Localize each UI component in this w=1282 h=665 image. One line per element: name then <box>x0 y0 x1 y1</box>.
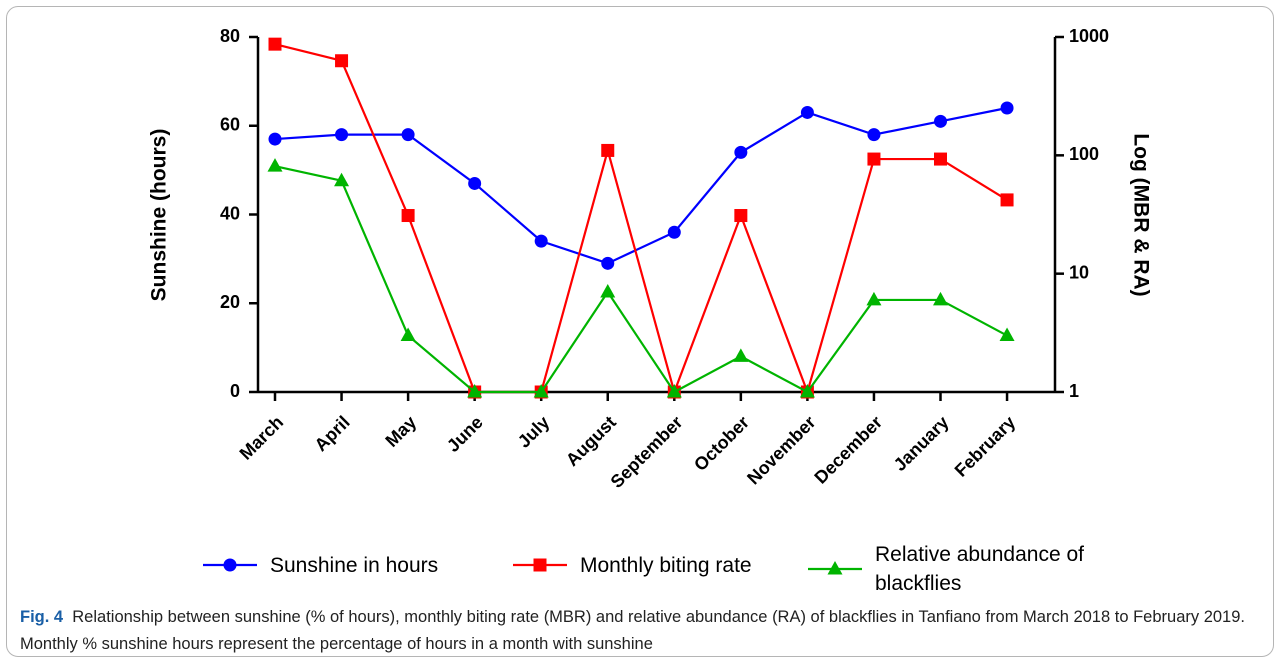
caption-label: Fig. 4 <box>20 608 64 626</box>
data-point <box>334 172 350 187</box>
data-point <box>734 145 748 159</box>
data-point <box>999 327 1015 342</box>
data-point <box>268 132 282 146</box>
x-tick-label: November <box>743 412 819 488</box>
y2-tick-label: 1 <box>1069 381 1079 401</box>
x-tick-label: August <box>562 412 620 470</box>
data-point <box>666 384 682 398</box>
legend-marker <box>223 558 237 572</box>
legend-swatch <box>808 561 862 575</box>
legend-label: Relative abundance of blackflies <box>875 543 1084 595</box>
legend-label: Sunshine in hours <box>270 553 439 577</box>
series-line <box>274 106 1008 265</box>
data-point <box>1000 101 1014 115</box>
data-point <box>867 128 881 142</box>
data-point <box>734 209 748 223</box>
chart: Sunshine (hours) Log (MBR & RA) 0 20 40 60 8… <box>148 26 1153 492</box>
data-point <box>268 37 282 51</box>
data-point <box>800 105 814 119</box>
legend-item: Monthly biting rate <box>510 550 752 580</box>
data-point <box>401 209 415 223</box>
x-tick-label: February <box>951 412 1020 481</box>
x-tick-label: March <box>236 412 288 464</box>
data-point <box>933 291 948 306</box>
data-point <box>335 128 349 142</box>
data-point <box>401 128 415 142</box>
data-point <box>400 327 416 342</box>
data-point <box>468 176 482 190</box>
data-point <box>1000 193 1014 207</box>
data-point <box>934 114 947 128</box>
data-point <box>733 348 749 362</box>
y-tick-label: 0 <box>230 381 240 401</box>
x-tick-label: April <box>311 412 354 455</box>
data-point <box>601 256 615 270</box>
data-point <box>600 283 616 298</box>
y2-tick-label: 10 <box>1069 262 1089 282</box>
y-tick-label: 80 <box>220 26 240 46</box>
x-tick-label: October <box>690 412 753 475</box>
x-tick-label: May <box>381 412 420 451</box>
legend-item: Sunshine in hours <box>200 550 438 580</box>
legend-swatch <box>513 558 567 572</box>
y-tick-label: 40 <box>220 203 240 223</box>
legend-marker <box>827 561 843 575</box>
y-axis-title: Sunshine (hours) <box>148 129 171 302</box>
y2-tick-label: 1000 <box>1069 26 1109 46</box>
x-tick-label: September <box>607 412 687 492</box>
data-point <box>866 291 882 306</box>
data-point <box>867 152 881 166</box>
data-point <box>534 234 548 248</box>
x-tick-label: July <box>514 412 554 452</box>
legend-label: Monthly biting rate <box>580 553 752 577</box>
data-point <box>335 54 349 68</box>
caption-text: Relationship between sunshine (% of hour… <box>20 608 1245 653</box>
y-tick-label: 60 <box>220 115 240 135</box>
data-point <box>667 225 681 239</box>
y2-axis-title: Log (MBR & RA) <box>1129 133 1152 296</box>
caption: Fig. 4 Relationship between sunshine (% … <box>20 604 1260 658</box>
data-point <box>799 384 815 398</box>
data-point <box>267 158 283 172</box>
legend: Sunshine in hours Monthly biting rate Rela… <box>200 540 1200 600</box>
data-point <box>601 143 615 157</box>
x-tick-label: June <box>443 412 487 456</box>
y2-tick-label: 100 <box>1069 144 1099 164</box>
legend-item: Relative abundance of blackflies <box>805 540 1125 598</box>
legend-swatch <box>203 558 257 572</box>
figure-frame <box>6 6 1274 657</box>
data-point <box>467 384 483 398</box>
series-line <box>274 165 1008 394</box>
y-tick-label: 20 <box>220 292 240 312</box>
data-point <box>533 384 549 398</box>
series-line <box>274 43 1008 396</box>
x-tick-label: January <box>890 412 953 475</box>
x-tick-label: December <box>810 412 886 488</box>
data-point <box>934 152 947 166</box>
legend-marker <box>533 558 547 572</box>
